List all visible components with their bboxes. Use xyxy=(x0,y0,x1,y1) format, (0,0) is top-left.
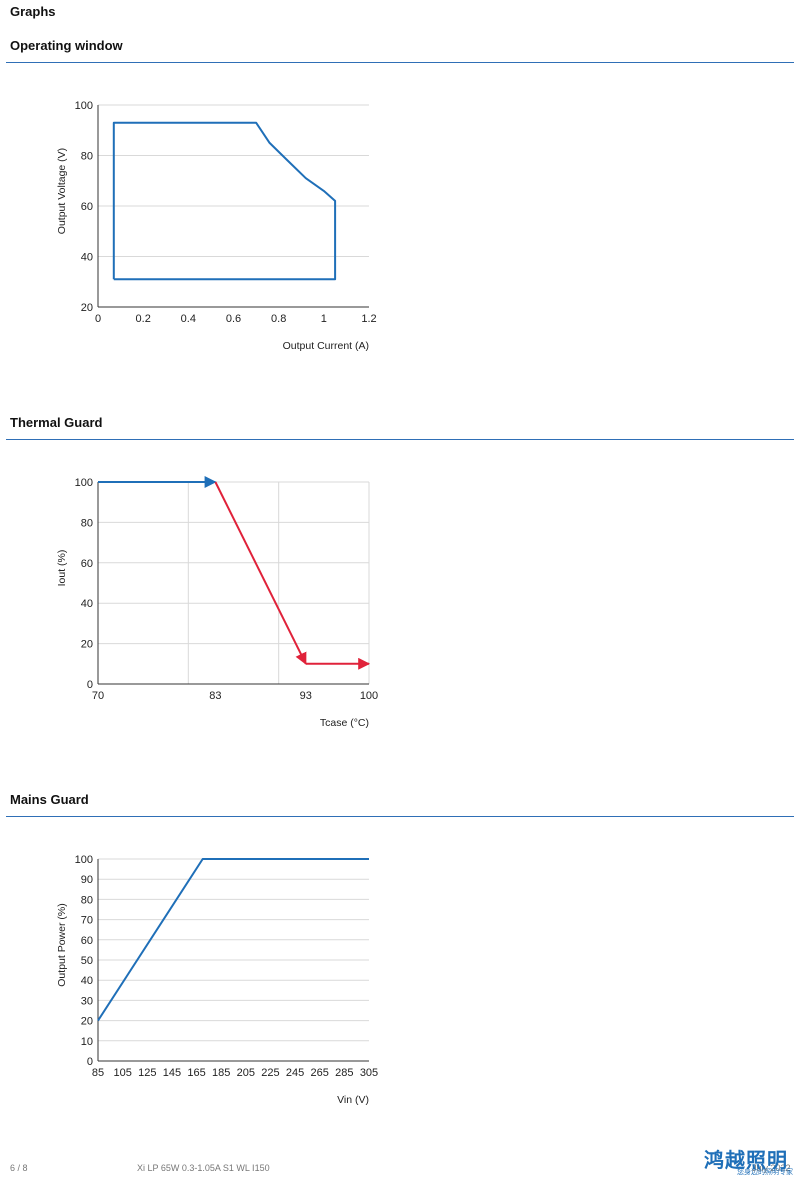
watermark-logo: 鸿越照明 xyxy=(704,1148,788,1172)
y-tick-label: 60 xyxy=(81,201,93,213)
x-tick-label: 265 xyxy=(311,1067,329,1079)
y-tick-label: 100 xyxy=(75,854,93,866)
x-tick-label: 85 xyxy=(92,1067,104,1079)
footer-product-name: Xi LP 65W 0.3-1.05A S1 WL I150 xyxy=(137,1163,270,1173)
x-tick-label: 305 xyxy=(360,1067,378,1079)
x-tick-label: 100 xyxy=(360,690,378,702)
x-tick-label: 93 xyxy=(300,690,312,702)
footer-page-number: 6 / 8 xyxy=(10,1163,28,1173)
y-tick-label: 80 xyxy=(81,894,93,906)
x-tick-label: 0.2 xyxy=(136,313,151,325)
x-tick-label: 245 xyxy=(286,1067,304,1079)
y-tick-label: 10 xyxy=(81,1036,93,1048)
x-tick-label: 1 xyxy=(321,313,327,325)
y-tick-label: 100 xyxy=(75,100,93,112)
y-tick-label: 90 xyxy=(81,874,93,886)
section-title-mains-guard: Mains Guard xyxy=(10,792,89,807)
x-axis-title: Tcase (°C) xyxy=(320,717,369,729)
y-tick-label: 50 xyxy=(81,955,93,967)
mains-guard-chart: 0 10 20 30 40 50 60 70 80 90 100 85 105 125 145 165 185 2… xyxy=(56,854,378,1106)
watermark-tagline: 您身边的照明专家 xyxy=(737,1168,793,1176)
y-axis-title: Output Voltage (V) xyxy=(56,148,68,234)
page-title: Graphs xyxy=(10,4,56,19)
y-tick-label: 20 xyxy=(81,302,93,314)
x-tick-label: 185 xyxy=(212,1067,230,1079)
footer-date: July 2022 xyxy=(752,1163,791,1173)
series-line xyxy=(112,121,337,281)
x-tick-label: 70 xyxy=(92,690,104,702)
y-tick-label: 0 xyxy=(87,679,93,691)
x-tick-label: 145 xyxy=(163,1067,181,1079)
x-tick-label: 0.6 xyxy=(226,313,241,325)
x-tick-label: 0.4 xyxy=(181,313,196,325)
y-tick-label: 40 xyxy=(81,252,93,264)
y-tick-label: 80 xyxy=(81,517,93,529)
x-tick-label: 1.2 xyxy=(361,313,376,325)
y-axis-title: Iout (%) xyxy=(56,550,68,587)
y-tick-label: 40 xyxy=(81,598,93,610)
x-tick-label: 285 xyxy=(335,1067,353,1079)
y-axis-title: Output Power (%) xyxy=(56,903,68,986)
y-tick-label: 20 xyxy=(81,1016,93,1028)
section-title-thermal-guard: Thermal Guard xyxy=(10,415,103,430)
x-tick-label: 0.8 xyxy=(271,313,286,325)
y-tick-label: 20 xyxy=(81,639,93,651)
x-axis-title: Output Current (A) xyxy=(283,340,369,352)
y-tick-label: 30 xyxy=(81,995,93,1007)
section-divider xyxy=(6,62,794,63)
x-axis-title: Vin (V) xyxy=(337,1094,369,1106)
y-tick-label: 60 xyxy=(81,935,93,947)
x-tick-label: 83 xyxy=(209,690,221,702)
y-tick-label: 70 xyxy=(81,915,93,927)
x-tick-label: 205 xyxy=(237,1067,255,1079)
y-tick-label: 60 xyxy=(81,558,93,570)
thermal-guard-chart: 0 20 40 60 80 100 70 83 93 100 Tcase (°C) Iout (%) xyxy=(56,476,378,729)
x-tick-label: 0 xyxy=(95,313,101,325)
x-tick-label: 105 xyxy=(113,1067,131,1079)
x-tick-label: 225 xyxy=(261,1067,279,1079)
series-line xyxy=(214,481,307,665)
x-tick-label: 125 xyxy=(138,1067,156,1079)
y-tick-label: 100 xyxy=(75,477,93,489)
section-title-operating-window: Operating window xyxy=(10,38,123,53)
x-tick-label: 165 xyxy=(187,1067,205,1079)
section-divider xyxy=(6,439,794,440)
y-tick-label: 0 xyxy=(87,1056,93,1068)
section-divider xyxy=(6,816,794,817)
operating-window-chart: 20 40 60 80 100 0 0.2 0.4 0.6 0.8 1 1.2 Output Curre… xyxy=(56,100,377,352)
series-line xyxy=(97,858,369,1022)
y-tick-label: 80 xyxy=(81,151,93,163)
y-tick-label: 40 xyxy=(81,975,93,987)
